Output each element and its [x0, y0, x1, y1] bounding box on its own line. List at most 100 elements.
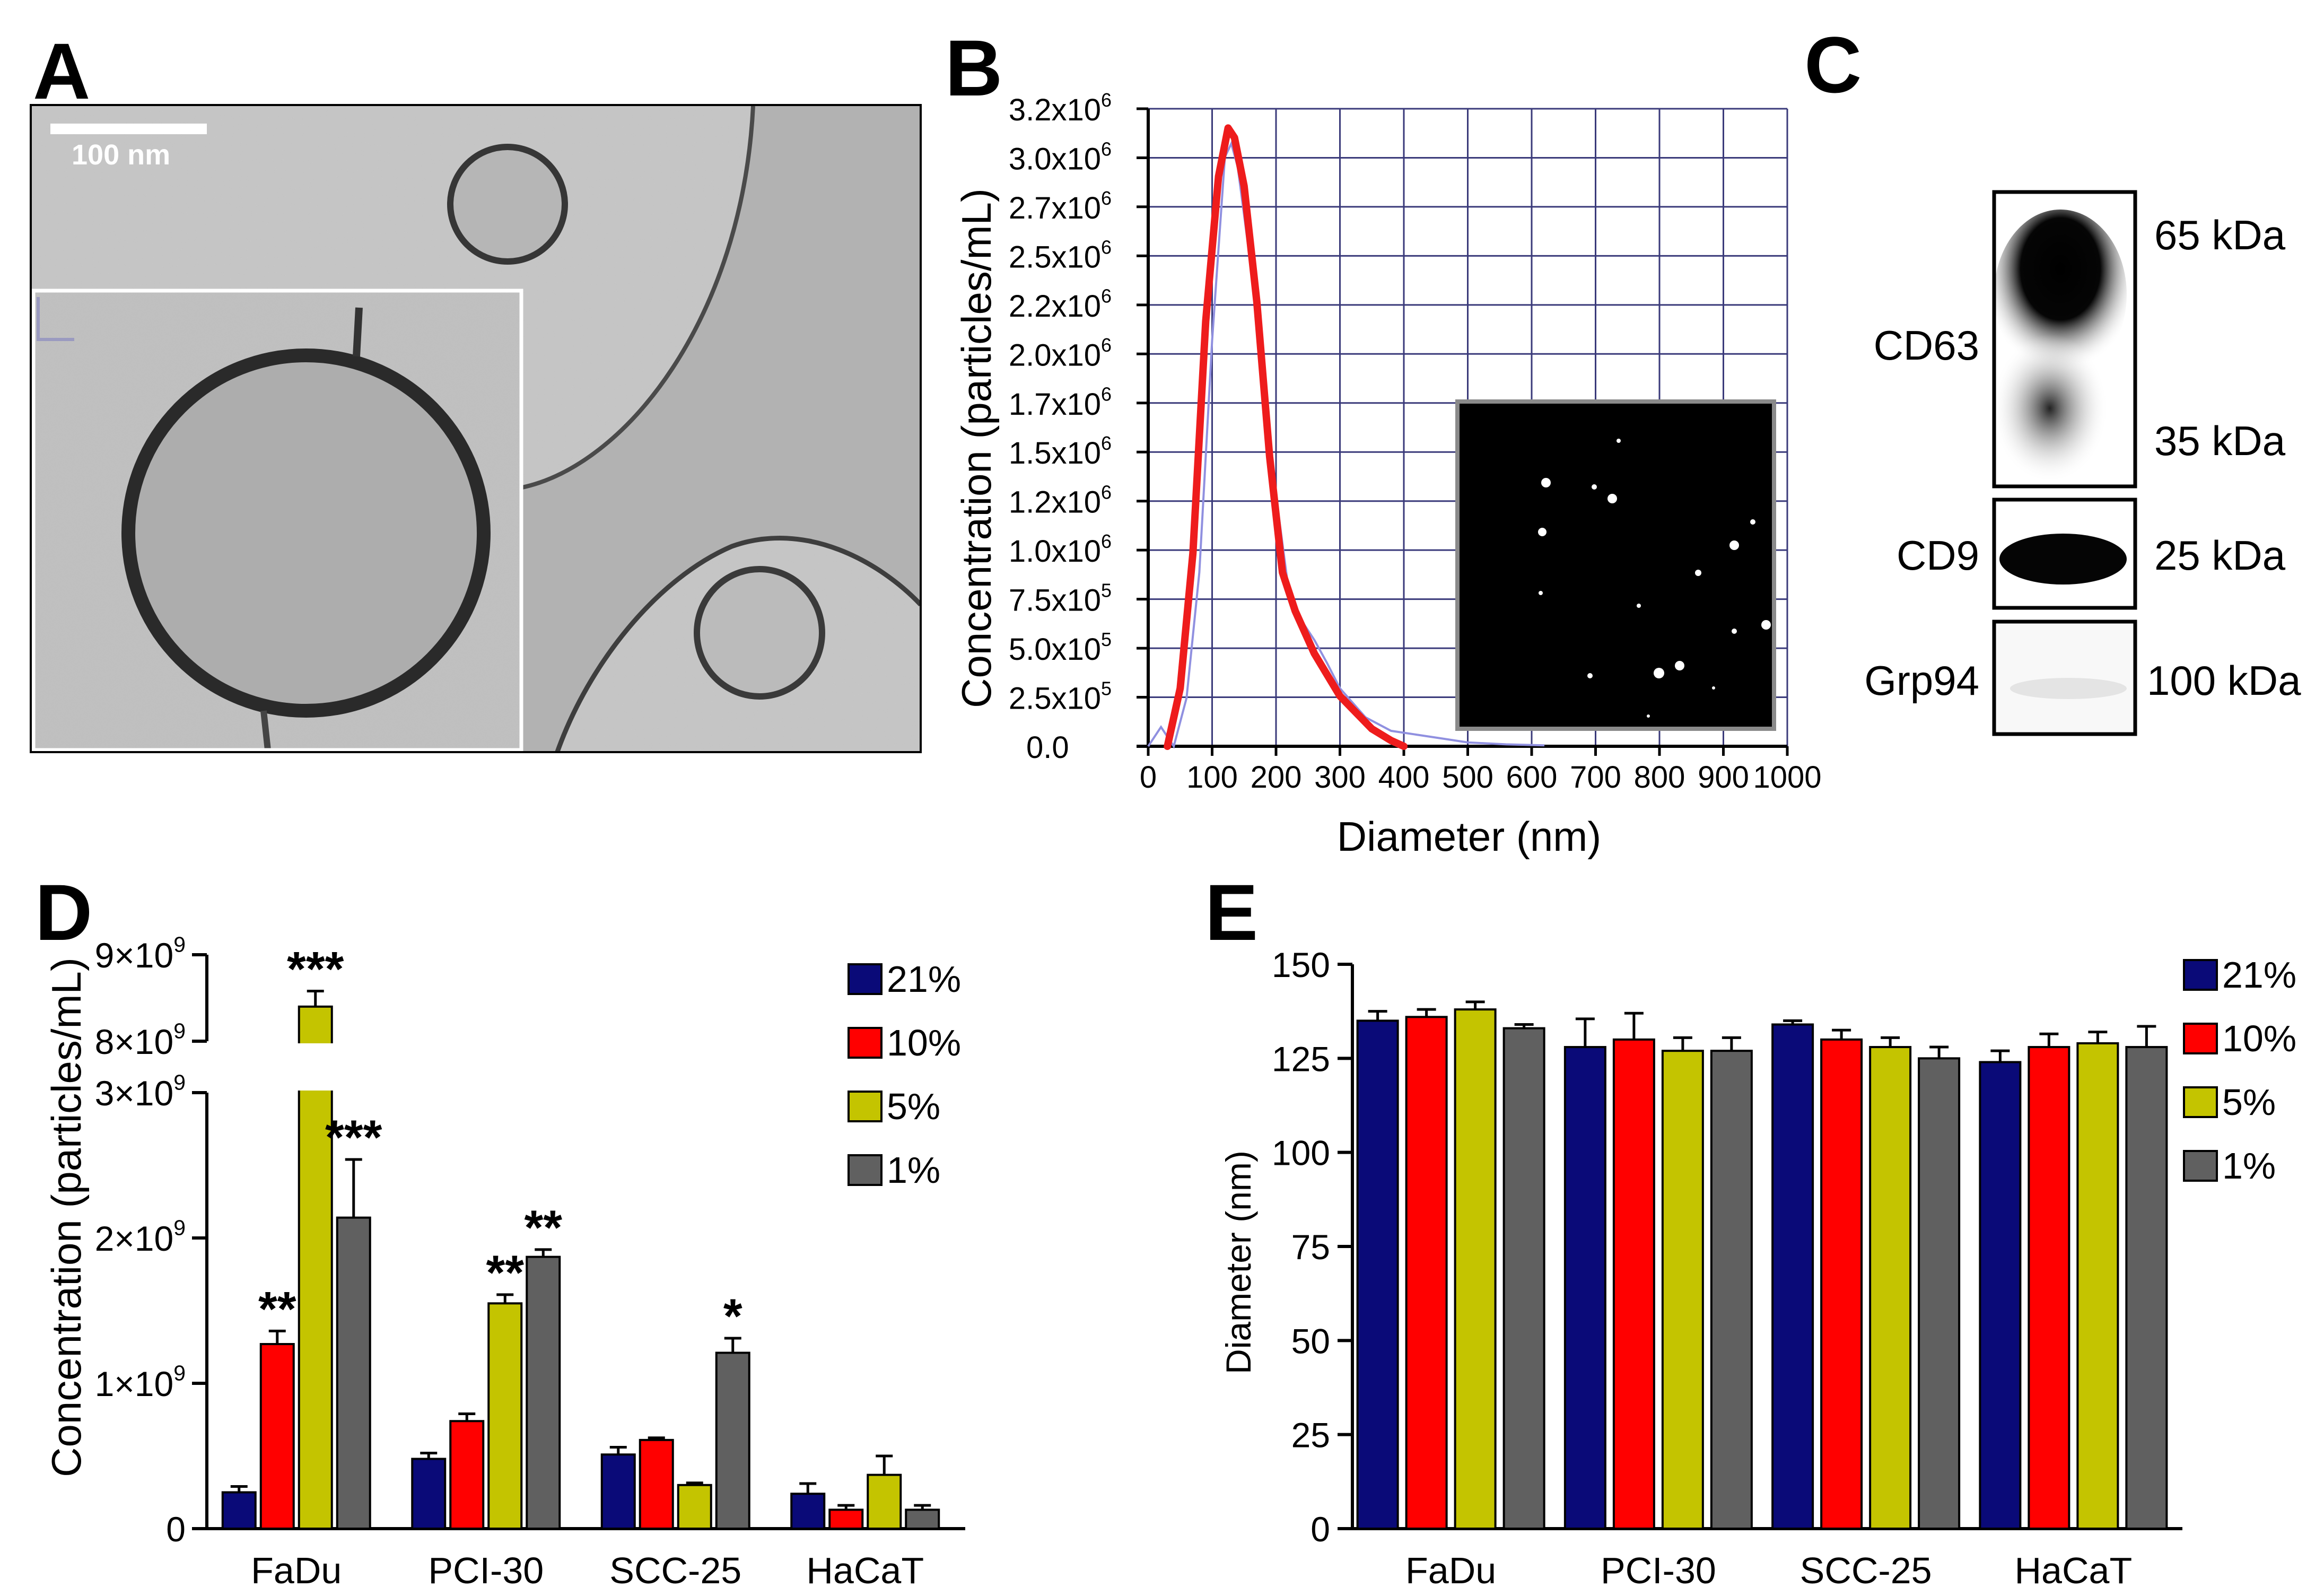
bar-5-fadu: [298, 1005, 333, 1530]
bar-10-scc-25: [1820, 1038, 1863, 1530]
y-tick-label: 25: [1291, 1416, 1330, 1455]
bar-21-hacat: [1979, 1061, 2022, 1530]
kda-label-100: 100 kDa: [2147, 657, 2301, 704]
y-tick-label: 150: [1272, 945, 1330, 984]
y-tick-label: 3.2x106: [1009, 89, 1112, 127]
bar-10-hacat: [828, 1508, 864, 1530]
chart-e-bars: [1356, 1000, 2168, 1530]
legend-swatch-10: [848, 1027, 883, 1059]
legend-label-5: 5%: [2222, 1082, 2276, 1123]
x-tick-label: FaDu: [1405, 1550, 1496, 1591]
legend-label-10: 10%: [2222, 1018, 2296, 1059]
legend-swatch-1: [848, 1154, 883, 1186]
bar-1-pci-30: [526, 1255, 561, 1530]
y-tick-label: 100: [1272, 1133, 1330, 1173]
legend-label-10: 10%: [887, 1022, 961, 1063]
x-tick-label: PCI-30: [1601, 1550, 1716, 1591]
bar-1-fadu: [336, 1216, 371, 1530]
lane-label-cd9: CD9: [1897, 532, 1979, 579]
scale-bar-label: 100 nm: [72, 139, 170, 171]
bar-1-hacat: [905, 1508, 940, 1530]
legend-label-5: 5%: [887, 1086, 940, 1127]
y-tick-label: 3.0x106: [1009, 138, 1112, 176]
panel-b: B 3.2x106 3.0x106 2.7x106 2.5x106 2.2x106 2.0…: [945, 23, 1822, 860]
bar-10-pci-30: [449, 1420, 485, 1530]
bar-21-pci-30: [411, 1458, 447, 1530]
legend-swatch-5: [848, 1091, 883, 1122]
kda-label-65: 65 kDa: [2154, 212, 2286, 258]
chart-b-y-tick-labels: 3.2x106 3.0x106 2.7x106 2.5x106 2.2x106 2.0x1…: [1009, 89, 1112, 765]
bar-1-pci-30: [1710, 1050, 1753, 1530]
y-tick-label: 1.5x106: [1009, 432, 1112, 470]
x-tick-label: FaDu: [251, 1550, 342, 1591]
chart-d-ylabel: Concentration (particles/mL): [43, 957, 90, 1477]
bar-10-scc-25: [639, 1438, 674, 1530]
bar-5-fadu: [1454, 1008, 1497, 1530]
y-tick-label: 75: [1291, 1227, 1330, 1267]
bar-5-hacat: [2076, 1042, 2119, 1530]
chart-e-ylabel: Diameter (nm): [1219, 1150, 1258, 1374]
x-tick-label: 1000: [1753, 760, 1821, 795]
x-tick-label: 700: [1570, 760, 1621, 795]
legend-swatch-1: [2183, 1150, 2218, 1182]
lane-label-cd63: CD63: [1874, 322, 1979, 369]
panel-c-letter: C: [1804, 20, 1862, 109]
legend-label-1: 1%: [2222, 1145, 2276, 1187]
x-tick-label: 400: [1378, 760, 1430, 795]
panel-b-letter: B: [945, 23, 1002, 112]
x-tick-label: 500: [1442, 760, 1493, 795]
bar-21-pci-30: [1563, 1046, 1606, 1530]
legend-swatch-21: [848, 963, 883, 995]
x-tick-label: 100: [1186, 760, 1238, 795]
chart-b-series-fit: [1164, 124, 1408, 750]
x-tick-label: 600: [1506, 760, 1558, 795]
legend-label-1: 1%: [887, 1149, 940, 1191]
y-tick-label: 1.0x106: [1009, 530, 1112, 569]
bar-10-hacat: [2028, 1046, 2070, 1530]
vesicle: [447, 144, 568, 265]
y-tick-label: 5.0x105: [1009, 629, 1112, 667]
bar-21-fadu: [1356, 1019, 1399, 1530]
bar-5-hacat: [867, 1473, 902, 1530]
y-tick-label: 9×109: [95, 932, 186, 975]
lane-label-grp94: Grp94: [1864, 657, 1979, 704]
y-tick-label: 1×109: [95, 1360, 186, 1403]
x-tick-label: PCI-30: [428, 1550, 544, 1591]
kda-label-25: 25 kDa: [2154, 532, 2286, 579]
chart-e-legend: 21% 10% 5% 1%: [2183, 954, 2296, 1187]
bar-5-scc-25: [677, 1484, 712, 1530]
chart-d-legend: 21% 10% 5% 1%: [848, 958, 961, 1191]
panel-e: E 0 25 50 75 100 125 150 FaDu PCI-30 SCC-25 HaCaT…: [1205, 868, 2296, 1591]
significance-mark: *: [723, 1289, 742, 1344]
bar-10-pci-30: [1612, 1038, 1655, 1530]
x-tick-label: HaCaT: [806, 1550, 924, 1591]
bar-5-scc-25: [1869, 1046, 1912, 1530]
y-tick-label: 1.2x106: [1009, 482, 1112, 520]
blot-cd63: [1992, 190, 2137, 489]
significance-mark: ***: [325, 1111, 382, 1165]
bar-1-fadu: [1502, 1027, 1545, 1530]
panel-a-letter: A: [33, 27, 90, 116]
x-tick-label: 300: [1314, 760, 1366, 795]
x-tick-label: 0: [1140, 760, 1157, 795]
y-tick-label: 0: [166, 1510, 186, 1549]
legend-label-21: 21%: [2222, 954, 2296, 996]
y-tick-label: 50: [1291, 1321, 1330, 1360]
y-tick-label: 1.7x106: [1009, 383, 1112, 422]
legend-swatch-10: [2183, 1023, 2218, 1054]
y-tick-label: 8×109: [95, 1018, 186, 1061]
x-tick-label: SCC-25: [1800, 1550, 1932, 1591]
x-tick-label: SCC-25: [609, 1550, 741, 1591]
axis-break: [294, 1043, 337, 1091]
bar-21-hacat: [790, 1493, 826, 1530]
x-tick-label: 800: [1634, 760, 1685, 795]
x-tick-label: 200: [1251, 760, 1302, 795]
chart-b-xlabel: Diameter (nm): [1337, 813, 1601, 860]
legend-label-21: 21%: [887, 958, 961, 1000]
bar-10-fadu: [1405, 1016, 1448, 1530]
chart-b-ylabel: Concentration (particles/mL): [953, 188, 1000, 708]
chart-d-x-tick-labels: FaDu PCI-30 SCC-25 HaCaT: [251, 1550, 924, 1591]
panel-a: A 100 nm: [30, 27, 922, 753]
y-tick-label: 7.5x105: [1009, 580, 1112, 618]
